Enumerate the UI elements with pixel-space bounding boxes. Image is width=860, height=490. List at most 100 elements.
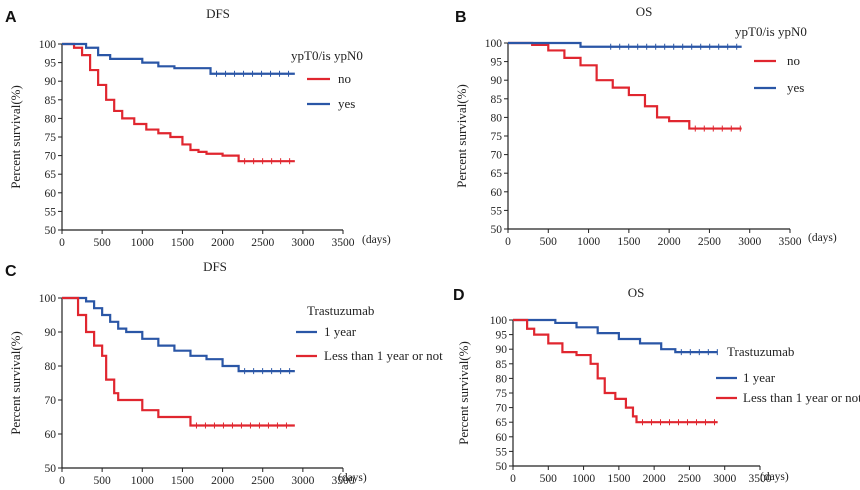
x-axis-label: (days) (808, 232, 837, 244)
x-axis-label: (days) (338, 472, 367, 484)
y-tick-label: 65 (491, 168, 503, 180)
x-tick-label: 3500 (332, 475, 355, 487)
y-tick-label: 90 (496, 344, 508, 356)
chart-title: OS (628, 285, 645, 300)
x-tick-label: 0 (510, 473, 516, 485)
y-tick-label: 65 (45, 169, 57, 181)
x-axis-label: (days) (362, 234, 391, 246)
x-tick-label: 3000 (738, 236, 761, 248)
legend-label: 1 year (743, 370, 776, 385)
legend-label: yes (338, 96, 355, 111)
legend-label: yes (787, 80, 804, 95)
y-tick-label: 90 (45, 327, 57, 339)
x-axis-label: (days) (760, 471, 789, 483)
y-axis-label: Percent survival(%) (454, 84, 469, 188)
x-tick-label: 0 (505, 236, 511, 248)
x-tick-label: 0 (59, 237, 65, 249)
y-tick-label: 60 (491, 187, 503, 199)
legend-label: no (787, 53, 800, 68)
y-tick-label: 70 (45, 151, 57, 163)
series-line-yes (508, 41, 742, 48)
y-tick-label: 100 (39, 39, 57, 51)
panel-label: B (455, 9, 467, 26)
panel-label: C (5, 263, 17, 280)
x-tick-label: 500 (94, 237, 112, 249)
x-tick-label: 3000 (713, 473, 736, 485)
x-tick-label: 2000 (658, 236, 681, 248)
chart-title: DFS (206, 6, 230, 21)
y-tick-label: 50 (491, 224, 503, 236)
legend-title: Trastuzumab (307, 303, 374, 318)
series-line-no (508, 41, 742, 130)
panel-label: A (5, 9, 17, 26)
x-tick-label: 1500 (617, 236, 640, 248)
x-tick-label: 1500 (171, 475, 194, 487)
x-tick-label: 1000 (131, 237, 154, 249)
x-tick-label: 1000 (572, 473, 595, 485)
x-tick-label: 1000 (577, 236, 600, 248)
y-tick-label: 80 (496, 373, 508, 385)
series-line-less-than-1-year-or-not (513, 318, 718, 424)
y-tick-label: 70 (491, 150, 503, 162)
x-tick-label: 2500 (678, 473, 701, 485)
y-tick-label: 95 (491, 57, 503, 69)
x-tick-label: 1500 (607, 473, 630, 485)
x-tick-label: 3000 (291, 237, 314, 249)
y-tick-label: 80 (45, 361, 57, 373)
x-tick-label: 500 (540, 473, 558, 485)
x-tick-label: 2000 (643, 473, 666, 485)
series-line-less-than-1-year-or-not (62, 296, 295, 427)
y-tick-label: 60 (496, 432, 508, 444)
chart-title: OS (636, 4, 653, 19)
y-tick-label: 100 (39, 293, 57, 305)
y-tick-label: 100 (490, 315, 508, 327)
y-tick-label: 85 (45, 95, 57, 107)
y-tick-label: 80 (491, 112, 503, 124)
x-tick-label: 1500 (171, 237, 194, 249)
y-tick-label: 70 (45, 395, 57, 407)
x-tick-label: 500 (540, 236, 558, 248)
legend-title: Trastuzumab (727, 344, 794, 359)
x-tick-label: 3500 (779, 236, 802, 248)
y-tick-label: 95 (496, 330, 508, 342)
y-tick-label: 50 (496, 461, 508, 473)
y-axis-label: Percent survival(%) (456, 341, 471, 445)
series-line-1-year (62, 296, 295, 373)
y-tick-label: 70 (496, 403, 508, 415)
x-tick-label: 2500 (251, 237, 274, 249)
legend-label: no (338, 71, 351, 86)
y-tick-label: 85 (491, 94, 503, 106)
legend-title: ypT0/is ypN0 (735, 24, 807, 39)
y-tick-label: 55 (496, 446, 508, 458)
y-axis-label: Percent survival(%) (8, 85, 23, 189)
y-tick-label: 50 (45, 225, 57, 237)
y-axis-label: Percent survival(%) (8, 331, 23, 435)
y-tick-label: 75 (491, 131, 503, 143)
y-tick-label: 60 (45, 188, 57, 200)
y-tick-label: 100 (485, 38, 503, 50)
y-tick-label: 50 (45, 463, 57, 475)
x-tick-label: 3500 (332, 237, 355, 249)
y-tick-label: 55 (45, 206, 57, 218)
x-tick-label: 3500 (749, 473, 772, 485)
legend-title: ypT0/is ypN0 (291, 48, 363, 63)
x-tick-label: 0 (59, 475, 65, 487)
legend-label: 1 year (324, 324, 357, 339)
x-tick-label: 2500 (698, 236, 721, 248)
panel-label: D (453, 287, 465, 304)
y-tick-label: 90 (491, 75, 503, 87)
y-tick-label: 60 (45, 429, 57, 441)
x-tick-label: 3000 (291, 475, 314, 487)
y-tick-label: 85 (496, 359, 508, 371)
series-line-no (62, 42, 295, 163)
y-tick-label: 75 (496, 388, 508, 400)
series-line-1-year (513, 318, 718, 354)
legend-label: Less than 1 year or not (324, 348, 443, 363)
y-tick-label: 95 (45, 58, 57, 70)
x-tick-label: 1000 (131, 475, 154, 487)
x-tick-label: 2000 (211, 237, 234, 249)
